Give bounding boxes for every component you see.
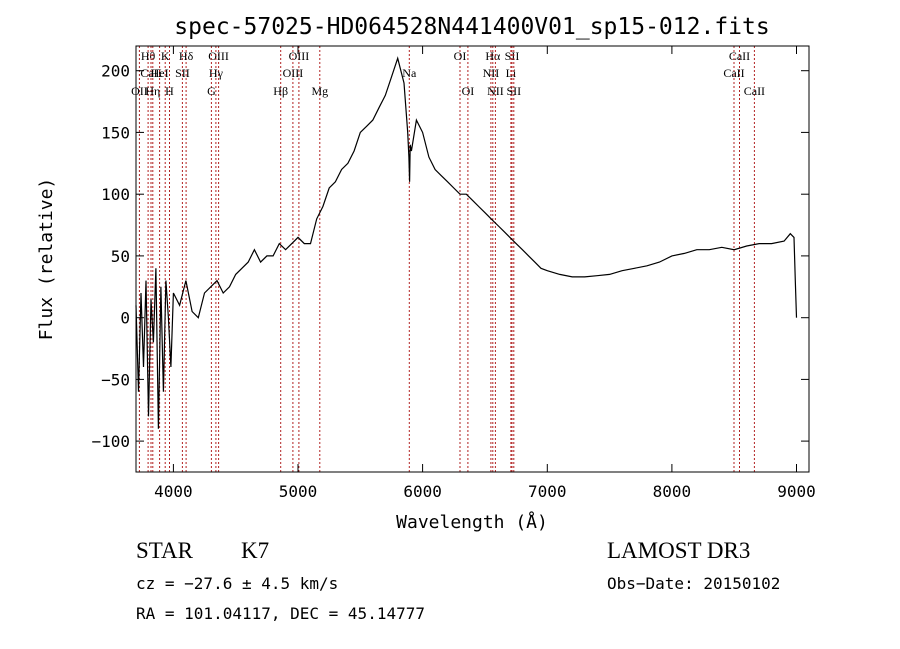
line-label: Hη xyxy=(145,84,160,98)
line-label: OII xyxy=(131,84,148,98)
line-label: Mg xyxy=(311,84,328,98)
y-tick-label: 100 xyxy=(101,185,130,204)
y-axis-label: Flux (relative) xyxy=(36,178,57,341)
line-label: Hγ xyxy=(209,66,224,80)
line-label: OI xyxy=(454,49,467,63)
line-label: Na xyxy=(402,66,417,80)
coordinates: RA = 101.04117, DEC = 45.14777 xyxy=(136,604,425,623)
line-label: HeI xyxy=(151,66,169,80)
line-label: OIII xyxy=(208,49,229,63)
line-label: CaII xyxy=(140,66,161,80)
x-tick-label: 5000 xyxy=(279,482,318,501)
y-tick-label: 0 xyxy=(120,309,130,328)
x-tick-label: 8000 xyxy=(653,482,692,501)
plot-frame xyxy=(135,45,810,473)
line-label: CaII xyxy=(723,66,744,80)
line-label: H xyxy=(165,84,174,98)
line-label: Li xyxy=(506,66,517,80)
redshift-cz: cz = −27.6 ± 4.5 km/s xyxy=(136,574,339,593)
line-label: CaII xyxy=(729,49,750,63)
line-label: CaII xyxy=(744,84,765,98)
x-tick-label: 6000 xyxy=(403,482,442,501)
line-label: OI xyxy=(462,84,475,98)
line-label: SII xyxy=(175,66,190,80)
axes: 4000 5000 6000 7000 8000 9000 −100 −50 0 50 100 150… xyxy=(91,46,816,501)
y-tick-label: 150 xyxy=(101,123,130,142)
line-label: SII xyxy=(506,84,521,98)
object-class: STAR xyxy=(136,538,193,563)
line-label: K xyxy=(161,49,170,63)
y-tick-label: 200 xyxy=(101,62,130,81)
line-label: OIII xyxy=(283,66,304,80)
y-tick-label: 50 xyxy=(111,247,130,266)
x-tick-label: 7000 xyxy=(528,482,567,501)
line-label: Hβ xyxy=(273,84,288,98)
x-axis-label: Wavelength (Å) xyxy=(396,511,548,533)
survey-name: LAMOST DR3 xyxy=(607,538,751,563)
object-subclass: K7 xyxy=(241,538,270,563)
spectrum-series xyxy=(135,56,798,429)
line-label: Hα xyxy=(485,49,501,63)
line-label: Hδ xyxy=(179,49,194,63)
line-label: OIII xyxy=(289,49,310,63)
chart-title: spec-57025-HD064528N441400V01_sp15-012.f… xyxy=(174,14,769,40)
x-tick-label: 9000 xyxy=(777,482,816,501)
line-label: G xyxy=(207,84,216,98)
line-label: NII xyxy=(487,84,504,98)
line-label: Hθ xyxy=(141,49,156,63)
line-label: SII xyxy=(505,49,520,63)
line-label: NII xyxy=(483,66,500,80)
observation-date: Obs−Date: 20150102 xyxy=(607,574,781,593)
spectrum-line xyxy=(135,56,798,429)
y-tick-label: −50 xyxy=(101,370,130,389)
y-tick-label: −100 xyxy=(91,432,130,451)
x-tick-label: 4000 xyxy=(154,482,193,501)
